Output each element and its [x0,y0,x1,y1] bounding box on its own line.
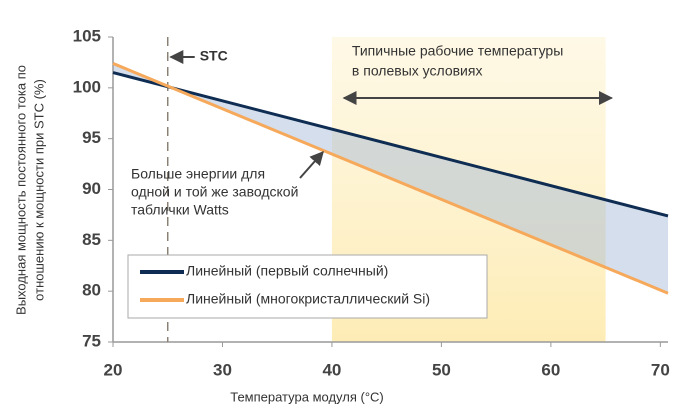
legend-label: Линейный (многокристаллический Si) [186,291,430,307]
series-line [112,71,669,218]
y-tick-label: 95 [82,128,101,147]
band-label: Типичные рабочие температуры [352,43,563,59]
note-label: таблички Watts [131,202,229,218]
legend-label: Линейный (первый солнечный) [186,263,388,279]
x-tick-label: 70 [651,360,670,379]
x-axis-label: Температура модуля (°C) [230,389,384,404]
note-label: Больше энергии для [131,166,265,182]
band-label: в полевых условиях [352,63,483,79]
y-tick-label: 85 [82,230,101,249]
x-tick-label: 30 [213,360,232,379]
stc-label: STC [200,48,228,64]
x-tick-label: 50 [432,360,451,379]
y-tick-label: 80 [82,281,101,300]
x-tick-label: 20 [104,360,123,379]
y-axis-label: отношению к мощности при STC (%) [31,79,46,301]
note-label: одной и той же заводской [131,184,298,200]
legend-box [127,254,488,319]
x-tick-label: 40 [322,360,341,379]
y-axis-label: Выходная мощность постоянного тока по [13,65,28,315]
note-arrow [299,150,324,179]
y-tick-label: 100 [73,77,101,96]
series-line [112,62,669,295]
y-tick-label: 75 [82,331,101,350]
y-tick-label: 105 [73,26,101,45]
x-tick-label: 60 [541,360,560,379]
y-tick-label: 90 [82,179,101,198]
